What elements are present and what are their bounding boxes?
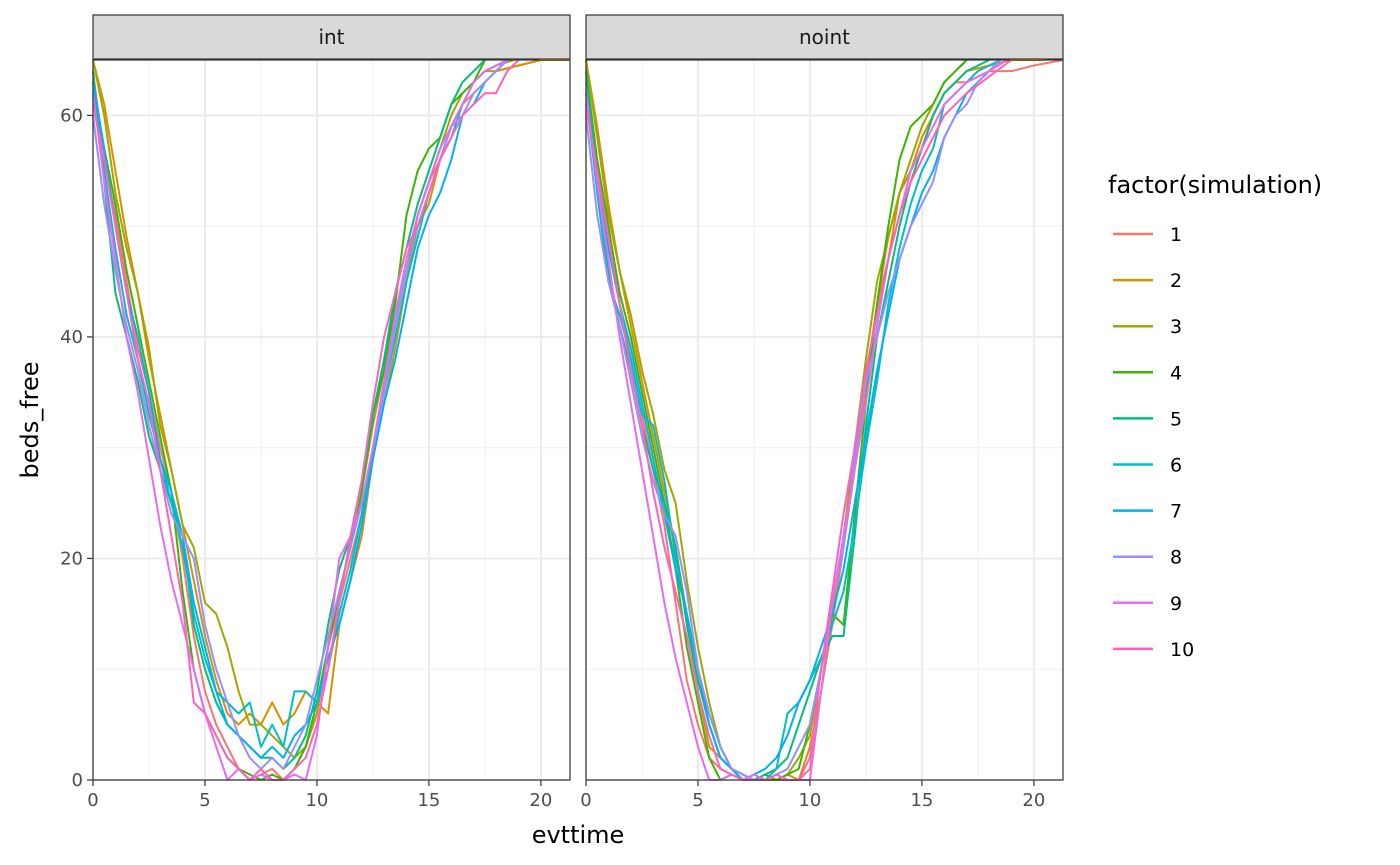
series-line-8 bbox=[585, 59, 1002, 781]
legend-title: factor(simulation) bbox=[1108, 171, 1322, 199]
legend: factor(simulation) 1 2 3 4 5 6 7 8 9 10 bbox=[1108, 171, 1322, 661]
legend-label-2: 2 bbox=[1170, 270, 1182, 292]
x-tick-label: 20 bbox=[1022, 790, 1045, 811]
x-tick-label: 10 bbox=[305, 790, 328, 811]
facet-strip-label: noint bbox=[799, 25, 850, 49]
legend-label-5: 5 bbox=[1170, 408, 1182, 430]
x-tick-label: 5 bbox=[692, 790, 703, 811]
facet-strip bbox=[92, 14, 571, 60]
x-tick-label: 15 bbox=[910, 790, 933, 811]
series-line-7 bbox=[585, 59, 1002, 781]
series-line-6 bbox=[585, 59, 1001, 781]
series-line-7 bbox=[92, 59, 509, 759]
x-tick-label: 20 bbox=[529, 790, 552, 811]
x-tick-label: 10 bbox=[798, 790, 821, 811]
series-line-9 bbox=[92, 59, 508, 781]
x-tick-label: 0 bbox=[580, 790, 591, 811]
y-tick-label: 20 bbox=[60, 548, 83, 569]
y-tick-label: 0 bbox=[72, 770, 83, 791]
legend-label-8: 8 bbox=[1170, 547, 1182, 569]
x-tick-label: 15 bbox=[417, 790, 440, 811]
x-tick-label: 5 bbox=[199, 790, 210, 811]
legend-label-7: 7 bbox=[1170, 501, 1182, 523]
legend-label-1: 1 bbox=[1170, 224, 1182, 246]
panel-border bbox=[585, 59, 1064, 781]
legend-label-6: 6 bbox=[1170, 455, 1182, 477]
legend-label-4: 4 bbox=[1170, 362, 1182, 384]
legend-label-10: 10 bbox=[1170, 639, 1194, 661]
plot-background bbox=[93, 60, 570, 780]
x-axis-title: evttime bbox=[532, 821, 625, 849]
facet-strip-label: int bbox=[318, 25, 344, 49]
panel-noint: noint 0 5 10 15 20 bbox=[580, 14, 1064, 811]
y-tick-label: 60 bbox=[60, 105, 83, 126]
panel-border bbox=[92, 59, 571, 781]
y-tick-label: 40 bbox=[60, 327, 83, 348]
panel-int: int 0 5 10 15 20 0 20 40 60 bbox=[60, 14, 571, 811]
legend-label-3: 3 bbox=[1170, 316, 1182, 338]
y-axis-title: beds_free bbox=[16, 361, 44, 478]
facet-strip bbox=[585, 14, 1064, 60]
x-tick-label: 0 bbox=[87, 790, 98, 811]
series-line-10 bbox=[92, 59, 520, 781]
legend-label-9: 9 bbox=[1170, 593, 1182, 615]
